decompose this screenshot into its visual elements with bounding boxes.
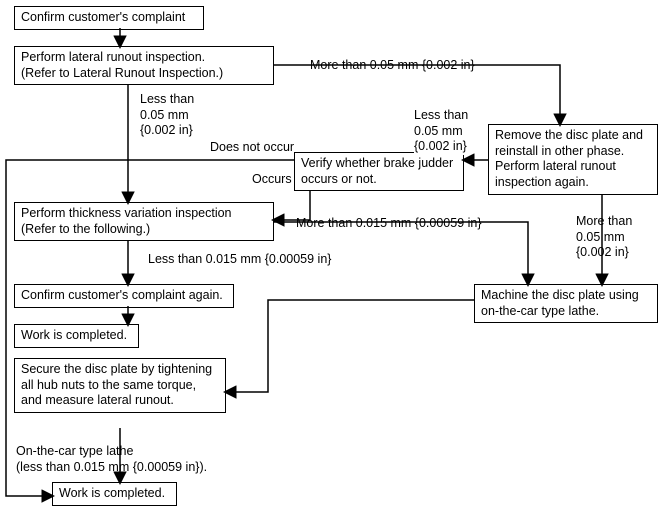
node-text: Perform thickness variation inspection(R…	[21, 206, 232, 236]
label-more-005-top: More than 0.05 mm {0.002 in}	[310, 58, 475, 74]
label-text: Less than0.05 mm{0.002 in}	[140, 92, 194, 137]
label-less-005-left: Less than0.05 mm{0.002 in}	[140, 92, 194, 139]
node-text: Remove the disc plate and reinstall in o…	[495, 128, 643, 189]
node-text: Work is completed.	[59, 486, 165, 500]
node-confirm-complaint-again: Confirm customer's complaint again.	[14, 284, 234, 308]
node-lateral-runout: Perform lateral runout inspection.(Refer…	[14, 46, 274, 85]
label-does-not-occur: Does not occur	[210, 140, 294, 156]
label-less-005-right: Less than0.05 mm{0.002 in}	[414, 108, 468, 155]
node-text: Verify whether brake judder occurs or no…	[301, 156, 453, 186]
label-text: More than 0.05 mm {0.002 in}	[310, 58, 475, 72]
node-text: Machine the disc plate using on-the-car …	[481, 288, 639, 318]
node-text: Perform lateral runout inspection.(Refer…	[21, 50, 223, 80]
label-text: More than0.05 mm{0.002 in}	[576, 214, 632, 259]
node-remove-disc: Remove the disc plate and reinstall in o…	[488, 124, 658, 195]
node-text: Confirm customer's complaint again.	[21, 288, 223, 302]
label-text: On-the-car type lathe(less than 0.015 mm…	[16, 444, 207, 474]
node-text: Secure the disc plate by tightening all …	[21, 362, 212, 407]
label-text: Does not occur	[210, 140, 294, 154]
label-more-0015: More than 0.015 mm {0.00059 in}	[296, 216, 482, 232]
node-text: Confirm customer's complaint	[21, 10, 185, 24]
label-less-0015: Less than 0.015 mm {0.00059 in}	[148, 252, 331, 268]
label-occurs: Occurs	[252, 172, 292, 188]
label-text: Occurs	[252, 172, 292, 186]
node-secure-disc: Secure the disc plate by tightening all …	[14, 358, 226, 413]
node-machine-disc: Machine the disc plate using on-the-car …	[474, 284, 658, 323]
label-text: Less than0.05 mm{0.002 in}	[414, 108, 468, 153]
node-work-completed-2: Work is completed.	[52, 482, 177, 506]
label-lathe-note: On-the-car type lathe(less than 0.015 mm…	[16, 444, 207, 475]
node-thickness-variation: Perform thickness variation inspection(R…	[14, 202, 274, 241]
node-work-completed-1: Work is completed.	[14, 324, 139, 348]
node-verify-judder: Verify whether brake judder occurs or no…	[294, 152, 464, 191]
node-confirm-complaint: Confirm customer's complaint	[14, 6, 204, 30]
label-text: Less than 0.015 mm {0.00059 in}	[148, 252, 331, 266]
label-text: More than 0.015 mm {0.00059 in}	[296, 216, 482, 230]
node-text: Work is completed.	[21, 328, 127, 342]
label-more-005-right: More than0.05 mm{0.002 in}	[576, 214, 632, 261]
